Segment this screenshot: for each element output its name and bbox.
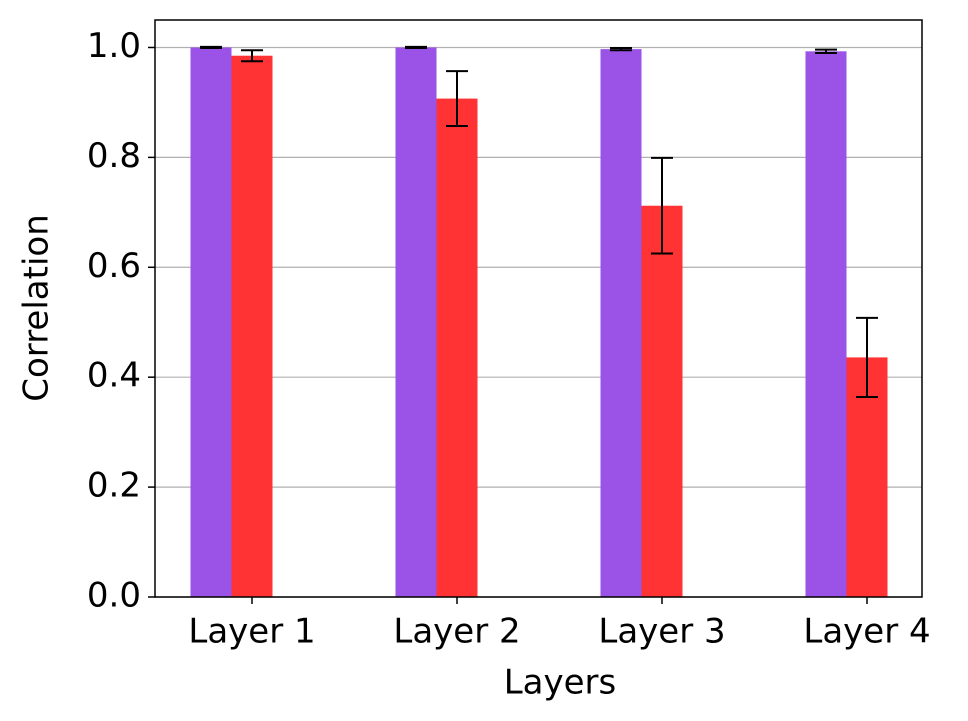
bar [600, 49, 642, 598]
error-bar [405, 45, 427, 50]
bar [805, 51, 847, 597]
bar [641, 205, 683, 597]
x-tick-label: Layer 2 [393, 612, 520, 652]
error-bar [610, 47, 632, 52]
y-tick-label: 0.2 [87, 466, 141, 506]
error-bar [241, 49, 263, 63]
y-tick-label: 0.6 [87, 246, 141, 286]
bar [395, 47, 437, 597]
bar [231, 55, 273, 597]
x-axis-label: Layers [504, 663, 617, 703]
y-tick-label: 0.0 [87, 576, 141, 616]
bar [436, 98, 478, 597]
error-bar [200, 45, 222, 50]
x-tick-label: Layer 4 [803, 612, 930, 652]
y-tick-label: 0.4 [87, 356, 141, 396]
y-tick-label: 0.8 [87, 136, 141, 176]
x-tick-label: Layer 3 [598, 612, 725, 652]
bar [190, 47, 232, 597]
y-axis-label: Correlation [17, 214, 57, 401]
error-bar [856, 316, 878, 398]
y-tick-label: 1.0 [87, 26, 141, 66]
error-bar [815, 48, 837, 54]
plot-frame [154, 19, 923, 598]
error-bar [446, 70, 468, 128]
error-bar [651, 156, 673, 255]
x-tick-label: Layer 1 [188, 612, 315, 652]
